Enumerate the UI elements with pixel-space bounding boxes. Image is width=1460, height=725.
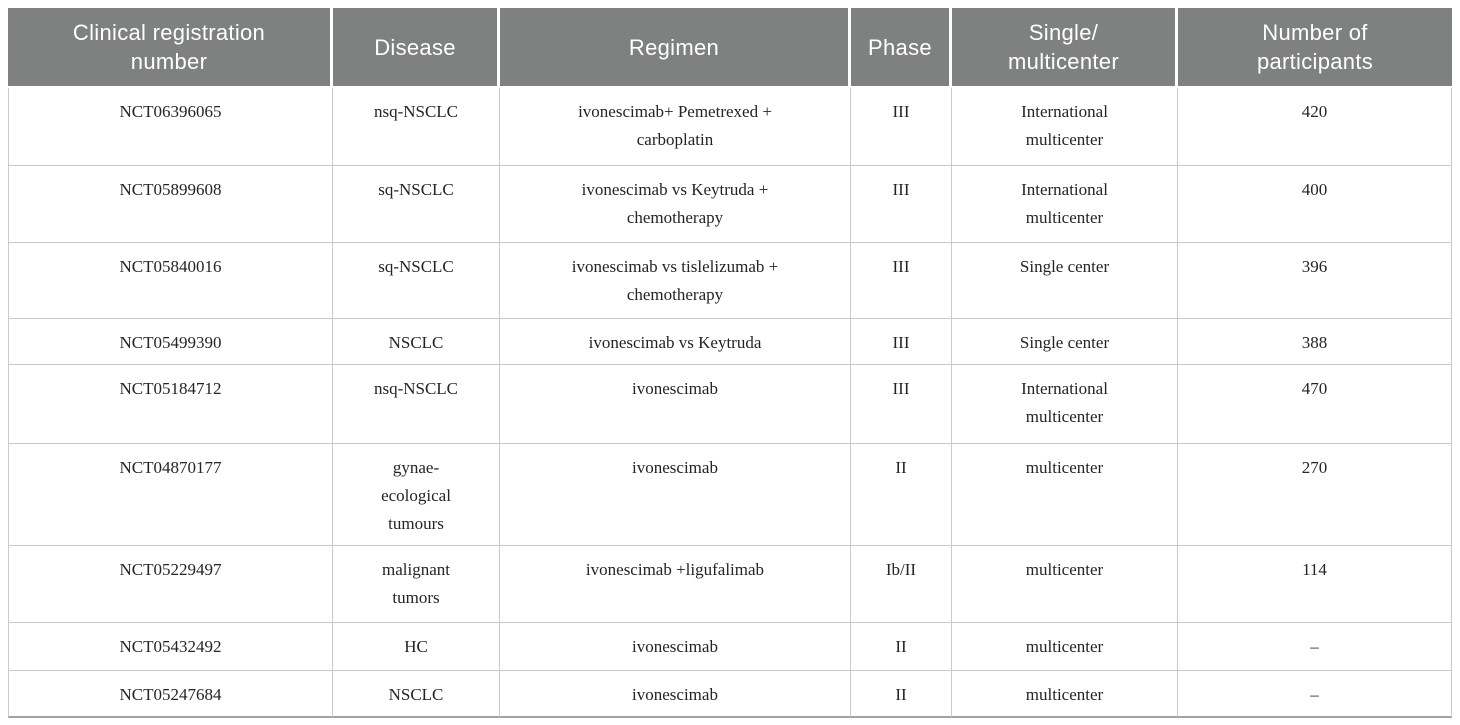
table-row: NCT05184712 nsq-NSCLC ivonescimab III In… — [8, 364, 1452, 443]
cell-registration: NCT05499390 — [8, 318, 333, 364]
table-row: NCT05499390 NSCLC ivonescimab vs Keytrud… — [8, 318, 1452, 364]
cell-participants: 396 — [1178, 242, 1452, 318]
cell-registration: NCT05432492 — [8, 622, 333, 670]
table-header: Clinical registration number Disease Reg… — [8, 8, 1452, 88]
cell-disease: NSCLC — [333, 318, 500, 364]
cell-registration: NCT05840016 — [8, 242, 333, 318]
cell-disease: NSCLC — [333, 670, 500, 718]
cell-phase: III — [851, 364, 952, 443]
cell-registration: NCT05229497 — [8, 545, 333, 622]
col-header-phase: Phase — [851, 8, 952, 88]
cell-disease: gynae- ecological tumours — [333, 443, 500, 545]
cell-regimen: ivonescimab — [500, 443, 851, 545]
cell-phase: III — [851, 318, 952, 364]
cell-regimen: ivonescimab — [500, 364, 851, 443]
cell-regimen: ivonescimab +ligufalimab — [500, 545, 851, 622]
table-row: NCT05247684 NSCLC ivonescimab II multice… — [8, 670, 1452, 718]
header-row: Clinical registration number Disease Reg… — [8, 8, 1452, 88]
cell-disease: malignant tumors — [333, 545, 500, 622]
cell-registration: NCT05247684 — [8, 670, 333, 718]
cell-regimen: ivonescimab vs tislelizumab + chemothera… — [500, 242, 851, 318]
table-row: NCT05899608 sq-NSCLC ivonescimab vs Keyt… — [8, 165, 1452, 242]
table-row: NCT06396065 nsq-NSCLC ivonescimab+ Pemet… — [8, 88, 1452, 165]
cell-regimen: ivonescimab vs Keytruda + chemotherapy — [500, 165, 851, 242]
col-header-disease: Disease — [333, 8, 500, 88]
table-body: NCT06396065 nsq-NSCLC ivonescimab+ Pemet… — [8, 88, 1452, 718]
cell-participants: 420 — [1178, 88, 1452, 165]
cell-regimen: ivonescimab — [500, 670, 851, 718]
cell-center: multicenter — [952, 545, 1178, 622]
cell-regimen: ivonescimab+ Pemetrexed + carboplatin — [500, 88, 851, 165]
cell-disease: nsq-NSCLC — [333, 364, 500, 443]
cell-participants: 270 — [1178, 443, 1452, 545]
cell-registration: NCT06396065 — [8, 88, 333, 165]
cell-center: International multicenter — [952, 165, 1178, 242]
cell-disease: HC — [333, 622, 500, 670]
cell-registration: NCT05899608 — [8, 165, 333, 242]
cell-regimen: ivonescimab — [500, 622, 851, 670]
cell-participants: 470 — [1178, 364, 1452, 443]
cell-regimen: ivonescimab vs Keytruda — [500, 318, 851, 364]
cell-participants: 388 — [1178, 318, 1452, 364]
table-row: NCT05840016 sq-NSCLC ivonescimab vs tisl… — [8, 242, 1452, 318]
cell-center: multicenter — [952, 622, 1178, 670]
cell-phase: Ib/II — [851, 545, 952, 622]
cell-phase: III — [851, 88, 952, 165]
cell-registration: NCT05184712 — [8, 364, 333, 443]
cell-disease: sq-NSCLC — [333, 242, 500, 318]
cell-participants: 400 — [1178, 165, 1452, 242]
col-header-participants: Number of participants — [1178, 8, 1452, 88]
table-row: NCT05432492 HC ivonescimab II multicente… — [8, 622, 1452, 670]
cell-phase: II — [851, 443, 952, 545]
cell-center: multicenter — [952, 443, 1178, 545]
cell-phase: III — [851, 165, 952, 242]
cell-phase: II — [851, 670, 952, 718]
table-row: NCT04870177 gynae- ecological tumours iv… — [8, 443, 1452, 545]
col-header-center: Single/ multicenter — [952, 8, 1178, 88]
cell-participants: 114 — [1178, 545, 1452, 622]
cell-disease: nsq-NSCLC — [333, 88, 500, 165]
cell-center: multicenter — [952, 670, 1178, 718]
cell-center: International multicenter — [952, 364, 1178, 443]
cell-center: Single center — [952, 318, 1178, 364]
col-header-regimen: Regimen — [500, 8, 851, 88]
table-row: NCT05229497 malignant tumors ivonescimab… — [8, 545, 1452, 622]
cell-participants: – — [1178, 670, 1452, 718]
cell-phase: II — [851, 622, 952, 670]
cell-registration: NCT04870177 — [8, 443, 333, 545]
clinical-trials-table: Clinical registration number Disease Reg… — [8, 8, 1452, 718]
cell-center: International multicenter — [952, 88, 1178, 165]
col-header-registration: Clinical registration number — [8, 8, 333, 88]
cell-participants: – — [1178, 622, 1452, 670]
cell-phase: III — [851, 242, 952, 318]
cell-center: Single center — [952, 242, 1178, 318]
cell-disease: sq-NSCLC — [333, 165, 500, 242]
